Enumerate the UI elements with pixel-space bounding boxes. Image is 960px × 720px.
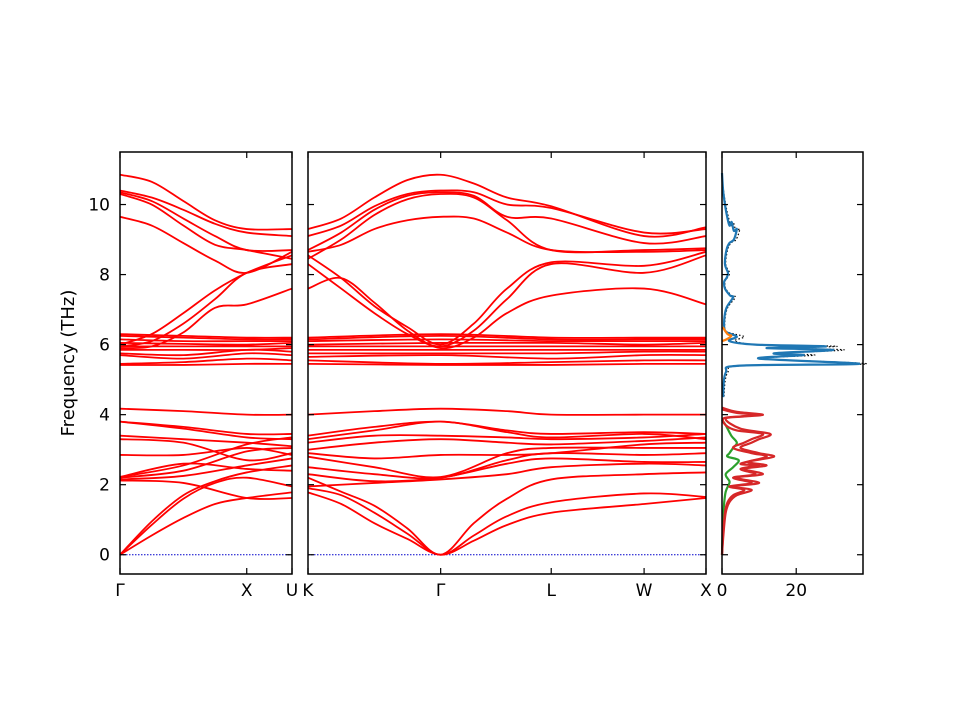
band-line-24 — [307, 276, 707, 350]
band-line-14 — [307, 362, 707, 366]
band-line-8 — [307, 441, 707, 460]
band-line-4 — [119, 479, 293, 501]
x-tick-label: L — [546, 581, 556, 601]
band-line-20 — [307, 341, 707, 346]
band-line-8 — [119, 462, 293, 478]
x-tick-label: X — [700, 581, 712, 601]
band-line-10 — [119, 438, 293, 462]
band-line-21 — [307, 338, 706, 343]
band-line-16 — [119, 357, 293, 365]
band-line-26 — [307, 250, 707, 346]
band-line-5 — [307, 457, 707, 483]
band-line-9 — [307, 436, 707, 451]
x-tick-label: U — [286, 581, 298, 601]
band-line-21 — [119, 341, 293, 346]
band-line-30 — [307, 189, 707, 237]
band-line-3 — [119, 464, 293, 556]
band-line-13 — [119, 420, 293, 436]
band-line-17 — [119, 352, 293, 360]
band-line-32 — [119, 173, 293, 231]
axes-frame-k-gamma-l-w-x — [307, 151, 707, 575]
band-line-2 — [307, 487, 707, 556]
bands-gamma-x-u — [119, 173, 293, 556]
band-line-15 — [307, 359, 707, 365]
band-line-31 — [307, 173, 707, 238]
band-line-23 — [307, 333, 706, 339]
x-tick-label: 20 — [785, 581, 807, 601]
band-line-11 — [307, 420, 707, 441]
band-line-11 — [119, 434, 293, 448]
band-line-22 — [119, 338, 292, 343]
band-line-15 — [119, 362, 293, 366]
x-tick-label: 0 — [717, 581, 728, 601]
x-tick-label: K — [302, 581, 314, 601]
y-tick-label: 2 — [99, 476, 110, 496]
band-line-1 — [307, 491, 707, 556]
band-line-18 — [119, 348, 293, 357]
band-line-7 — [307, 446, 706, 479]
band-line-22 — [307, 334, 706, 341]
band-line-1 — [119, 491, 293, 556]
ticks-dos: 0 20 — [717, 152, 863, 601]
y-tick-label: 6 — [99, 336, 110, 356]
band-line-29 — [307, 191, 707, 251]
band-line-14 — [119, 407, 293, 416]
x-tick-label: W — [636, 581, 653, 601]
band-line-6 — [307, 452, 707, 480]
band-line-19 — [120, 347, 293, 351]
x-tick-label: Γ — [436, 581, 446, 601]
band-line-28 — [307, 192, 707, 260]
x-tick-label: X — [241, 581, 253, 601]
axes-frame-gamma-x-u — [119, 151, 293, 575]
band-line-31 — [119, 189, 293, 237]
dos-curves — [720, 172, 868, 555]
band-line-24 — [119, 333, 293, 339]
band-line-2 — [119, 476, 293, 556]
x-tick-label: Γ — [115, 581, 125, 601]
band-line-12 — [307, 420, 707, 437]
band-line-4 — [307, 462, 707, 488]
band-line-5 — [119, 457, 293, 481]
y-axis: 0 2 4 6 8 10 — [88, 196, 110, 566]
y-tick-label: 8 — [99, 266, 110, 286]
dos-line-2 — [721, 326, 733, 343]
band-line-28 — [119, 215, 293, 274]
panel-dos: 0 20 — [717, 151, 868, 601]
band-line-6 — [119, 447, 293, 479]
dos-line-3 — [720, 419, 740, 555]
band-line-30 — [119, 191, 293, 252]
axes-frame-dos — [721, 151, 864, 575]
band-line-16 — [307, 353, 707, 360]
band-line-10 — [307, 433, 707, 444]
band-line-13 — [307, 407, 706, 416]
band-line-7 — [119, 436, 293, 478]
band-line-3 — [307, 471, 707, 556]
y-axis-label: Frequency (THz) — [58, 290, 79, 437]
dos-line-5 — [720, 406, 776, 555]
dos-line-1 — [720, 172, 861, 398]
y-tick-label: 10 — [88, 196, 110, 216]
y-tick-label: 0 — [99, 546, 110, 566]
band-line-25 — [119, 287, 293, 350]
bands-k-gamma-l-w-x — [307, 173, 707, 556]
band-line-9 — [119, 447, 293, 457]
band-line-25 — [307, 254, 707, 348]
band-line-17 — [308, 350, 707, 355]
y-tick-label: 4 — [99, 406, 110, 426]
